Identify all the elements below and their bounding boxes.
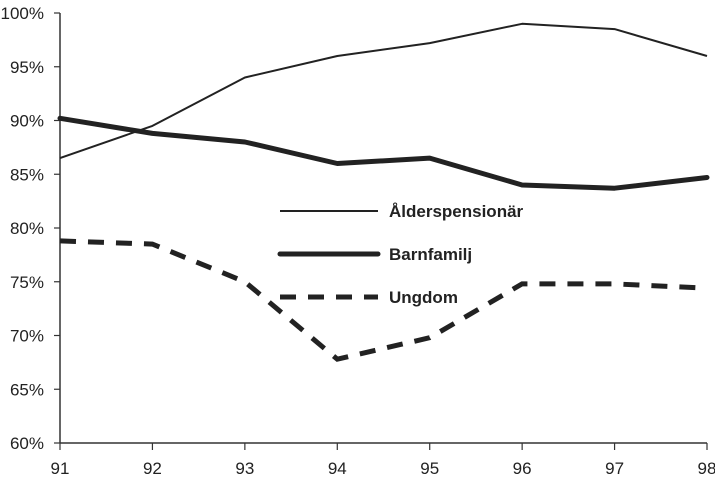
y-tick-label: 85% — [10, 165, 44, 184]
series-line-2 — [57, 115, 710, 191]
x-tick-label: 97 — [605, 459, 624, 478]
y-tick-label: 65% — [10, 380, 44, 399]
y-tick-label: 75% — [10, 273, 44, 292]
legend-label-1: Ålderspensionär — [389, 202, 524, 221]
legend-label-3: Ungdom — [389, 288, 458, 307]
x-tick-label: 95 — [420, 459, 439, 478]
chart-axes — [59, 13, 707, 444]
legend-label-2: Barnfamilj — [389, 245, 472, 264]
chart-ticks: 60% 65% 70% 75% 80% 85% 90% 95% 100% 91 92 93 94 95 96… — [1, 4, 715, 478]
x-tick-label: 98 — [698, 459, 715, 478]
x-tick-label: 93 — [235, 459, 254, 478]
series-line-1 — [59, 22, 708, 160]
chart-series — [57, 22, 710, 362]
y-tick-label: 80% — [10, 219, 44, 238]
x-tick-label: 94 — [328, 459, 347, 478]
y-tick-label: 90% — [10, 112, 44, 131]
x-tick-label: 96 — [513, 459, 532, 478]
y-tick-label: 60% — [10, 434, 44, 453]
x-tick-label: 92 — [143, 459, 162, 478]
y-tick-label: 100% — [1, 4, 44, 23]
y-tick-label: 95% — [10, 58, 44, 77]
chart-legend: Ålderspensionär Barnfamilj Ungdom — [277, 202, 524, 307]
y-tick-label: 70% — [10, 327, 44, 346]
series-line-3 — [59, 238, 708, 362]
x-tick-label: 91 — [51, 459, 70, 478]
